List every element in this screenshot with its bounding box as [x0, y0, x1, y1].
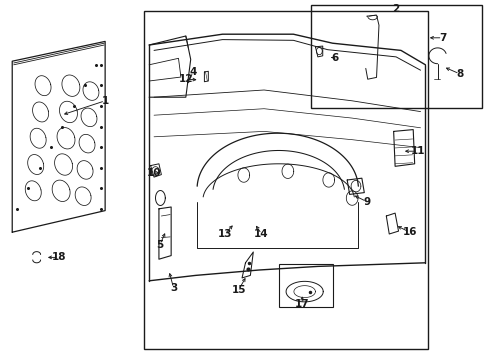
Text: 5: 5 — [156, 240, 163, 250]
Text: 9: 9 — [363, 197, 369, 207]
Text: 10: 10 — [146, 168, 161, 178]
Text: 17: 17 — [294, 299, 309, 309]
Text: 14: 14 — [254, 229, 268, 239]
Bar — [144, 11, 427, 349]
Text: 4: 4 — [189, 67, 197, 77]
Text: 11: 11 — [410, 146, 425, 156]
Text: 18: 18 — [51, 252, 66, 262]
Text: 8: 8 — [455, 69, 462, 79]
Text: 3: 3 — [170, 283, 177, 293]
Text: 7: 7 — [438, 33, 446, 43]
Text: 12: 12 — [178, 74, 193, 84]
Bar — [278, 264, 333, 307]
Text: 16: 16 — [402, 227, 416, 237]
Bar — [310, 5, 481, 108]
Text: 13: 13 — [217, 229, 232, 239]
Text: 2: 2 — [392, 4, 399, 14]
Text: 1: 1 — [102, 96, 108, 106]
Text: 15: 15 — [231, 285, 245, 295]
Text: 6: 6 — [331, 53, 338, 63]
